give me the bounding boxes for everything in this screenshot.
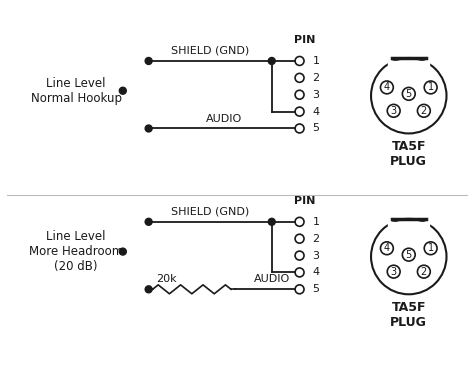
Text: 1: 1 <box>312 56 319 66</box>
Circle shape <box>268 57 275 64</box>
Text: 1: 1 <box>428 82 434 92</box>
Text: PIN: PIN <box>294 35 315 45</box>
Text: TA5F
PLUG: TA5F PLUG <box>390 140 427 168</box>
Text: 1: 1 <box>428 243 434 253</box>
Text: 4: 4 <box>312 268 319 277</box>
Circle shape <box>119 87 126 94</box>
Text: 2: 2 <box>421 106 427 116</box>
Text: TA5F
PLUG: TA5F PLUG <box>390 301 427 329</box>
Text: 4: 4 <box>384 243 390 253</box>
Circle shape <box>145 218 152 225</box>
Text: 4: 4 <box>312 106 319 117</box>
Circle shape <box>145 286 152 293</box>
Circle shape <box>268 218 275 225</box>
Text: 3: 3 <box>312 90 319 100</box>
Text: SHIELD (GND): SHIELD (GND) <box>171 46 249 56</box>
Circle shape <box>145 125 152 132</box>
Text: 5: 5 <box>406 250 412 260</box>
Text: 2: 2 <box>312 73 319 83</box>
Text: AUDIO: AUDIO <box>254 274 291 284</box>
Text: 20k: 20k <box>156 274 177 284</box>
Circle shape <box>119 248 126 255</box>
Circle shape <box>145 57 152 64</box>
Text: 2: 2 <box>421 267 427 277</box>
Text: Line Level
Normal Hookup: Line Level Normal Hookup <box>31 77 122 105</box>
Text: Line Level
More Headroom
(20 dB): Line Level More Headroom (20 dB) <box>29 230 123 273</box>
Text: 5: 5 <box>312 124 319 133</box>
Text: 3: 3 <box>312 250 319 261</box>
Text: 3: 3 <box>391 267 397 277</box>
Text: 5: 5 <box>406 89 412 99</box>
Text: 3: 3 <box>391 106 397 116</box>
Text: PIN: PIN <box>294 196 315 206</box>
Text: 1: 1 <box>312 217 319 227</box>
Text: AUDIO: AUDIO <box>206 113 242 124</box>
Text: SHIELD (GND): SHIELD (GND) <box>171 207 249 217</box>
Text: 4: 4 <box>384 82 390 92</box>
Text: 2: 2 <box>312 234 319 244</box>
Text: 5: 5 <box>312 284 319 294</box>
